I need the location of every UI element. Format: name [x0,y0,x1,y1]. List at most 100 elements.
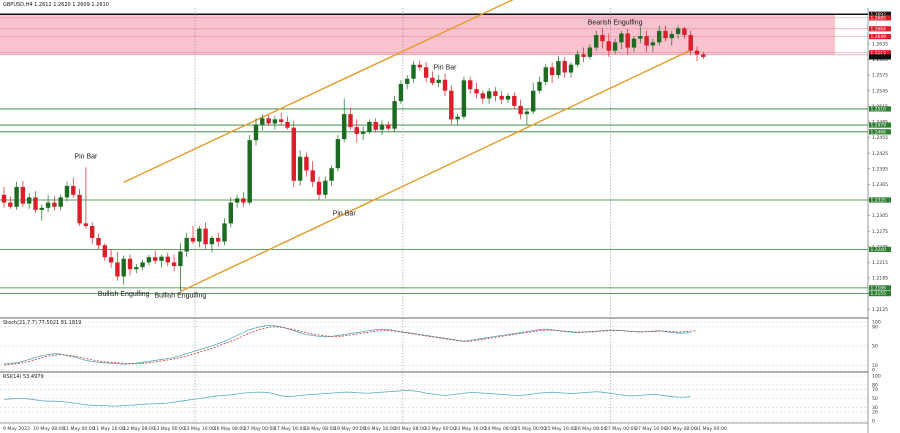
candle-body [638,36,643,39]
bullish-candle [531,82,536,115]
panel-tick-label: 50 [872,396,878,402]
pattern-annotation: Pin Bar [434,64,458,71]
channel-upper-line [123,0,514,183]
candle-body [543,67,548,82]
bullish-candle [405,75,410,90]
bearish-candle [417,60,422,71]
bearish-candle [291,120,296,187]
bullish-candle [436,74,441,88]
price-tag-bg [869,106,891,112]
bullish-candle [657,25,662,46]
candle-body [260,118,265,125]
bearish-candle [474,82,479,99]
bullish-candle [575,50,580,68]
time-axis-label: 12 May 08:00 [123,426,155,432]
candle-body [165,256,170,263]
bearish-candle [52,196,57,211]
resistance-zone [0,14,835,55]
bearish-candle [694,46,700,62]
candle-body [134,267,139,270]
bearish-candle [20,180,26,207]
candle-body [121,258,126,277]
time-axis-label: 27 May 00:00 [605,426,637,432]
price-tick-label: 1.2575 [872,73,888,79]
candle-body [316,181,322,195]
candle-body [39,207,44,210]
candle-body [688,35,693,51]
horizontal-levels-layer [0,13,868,295]
bearish-candle [102,243,107,261]
candle-body [531,90,536,112]
price-tick-label: 1.2215 [872,260,888,266]
pattern-annotation: Bearish Engulfing [588,20,643,27]
candle-body [480,93,485,99]
bullish-candle [323,176,328,199]
candle-body [468,80,473,90]
candle-body [108,257,114,263]
time-axis-label: 9 May 2022 [3,426,30,432]
candle-body [234,198,240,203]
candle-body [657,30,662,43]
bullish-candle [398,80,404,104]
candle-body [27,197,32,204]
candle-body [436,79,441,83]
bullish-candle [228,197,233,228]
bearish-candle [83,167,89,229]
candle-body [417,64,422,68]
bullish-candle [650,38,656,52]
bullish-candle [140,259,145,271]
panel-tick-label: 50 [872,344,878,350]
bearish-candle [33,191,38,213]
candle-body [354,127,359,134]
candle-body [367,121,372,132]
bullish-candle [178,243,183,292]
candle-body [197,228,202,242]
time-axis-label: 10 May 08:00 [33,426,65,432]
candle-body [411,64,416,79]
candle-body [102,245,107,258]
candle-body [631,38,637,48]
bearish-candle [304,152,309,177]
symbol-header: GBPUSD,H4 1.2612 1.2620 1.2609 1.2610 [3,2,109,8]
candle-body [285,121,290,128]
current-price-tag [869,54,891,60]
panel-tick-label: 90 [872,324,878,330]
candle-body [606,41,611,51]
candle-body [335,139,341,169]
candle-body [171,262,177,267]
time-axis-label: 20 May 08:00 [394,426,426,432]
candle-body [669,34,674,39]
bearish-candle [310,160,315,187]
bullish-candle [594,30,599,51]
bearish-candle [644,30,649,52]
bullish-candle [297,150,303,186]
price-tick-label: 1.2425 [872,151,888,157]
candle-body [115,262,120,277]
candle-body [430,77,435,83]
bullish-candle [335,134,341,172]
candle-body [228,202,233,224]
price-tag-label: 1.2466 [871,129,887,135]
bearish-candle [423,62,429,82]
candle-body [650,42,656,46]
price-tag-label: 1.2649 [871,34,887,40]
candle-body [405,78,410,84]
bullish-candle [411,61,416,83]
candle-body [505,95,511,100]
annotations-layer: Pin Bar Bullish Engulfing Bullish Engulfin… [74,20,642,300]
candle-body [310,170,315,182]
bearish-candle [442,73,448,96]
time-axis-label: 13 May 00:00 [154,426,186,432]
candle-body [360,131,366,134]
candle-body [493,91,498,96]
bullish-candle [631,36,637,52]
bullish-candle [27,193,32,209]
bearish-candle [190,225,196,245]
price-tick-label: 1.2125 [872,307,888,313]
time-axis-label: 16 May 08:00 [214,426,246,432]
candle-body [682,28,687,36]
candle-body [694,50,700,55]
candle-body [524,111,530,115]
